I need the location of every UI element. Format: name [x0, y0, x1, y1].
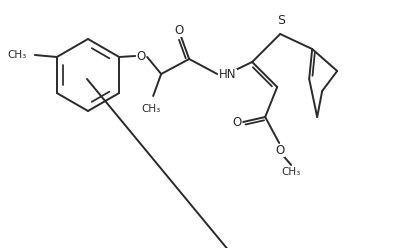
Text: S: S [277, 14, 285, 27]
Text: O: O [232, 116, 242, 128]
Text: CH₃: CH₃ [282, 167, 301, 177]
Text: CH₃: CH₃ [142, 104, 161, 114]
Text: O: O [276, 144, 285, 156]
Text: HN: HN [219, 68, 237, 82]
Text: O: O [137, 50, 146, 62]
Text: CH₃: CH₃ [8, 50, 27, 60]
Text: O: O [175, 24, 184, 36]
